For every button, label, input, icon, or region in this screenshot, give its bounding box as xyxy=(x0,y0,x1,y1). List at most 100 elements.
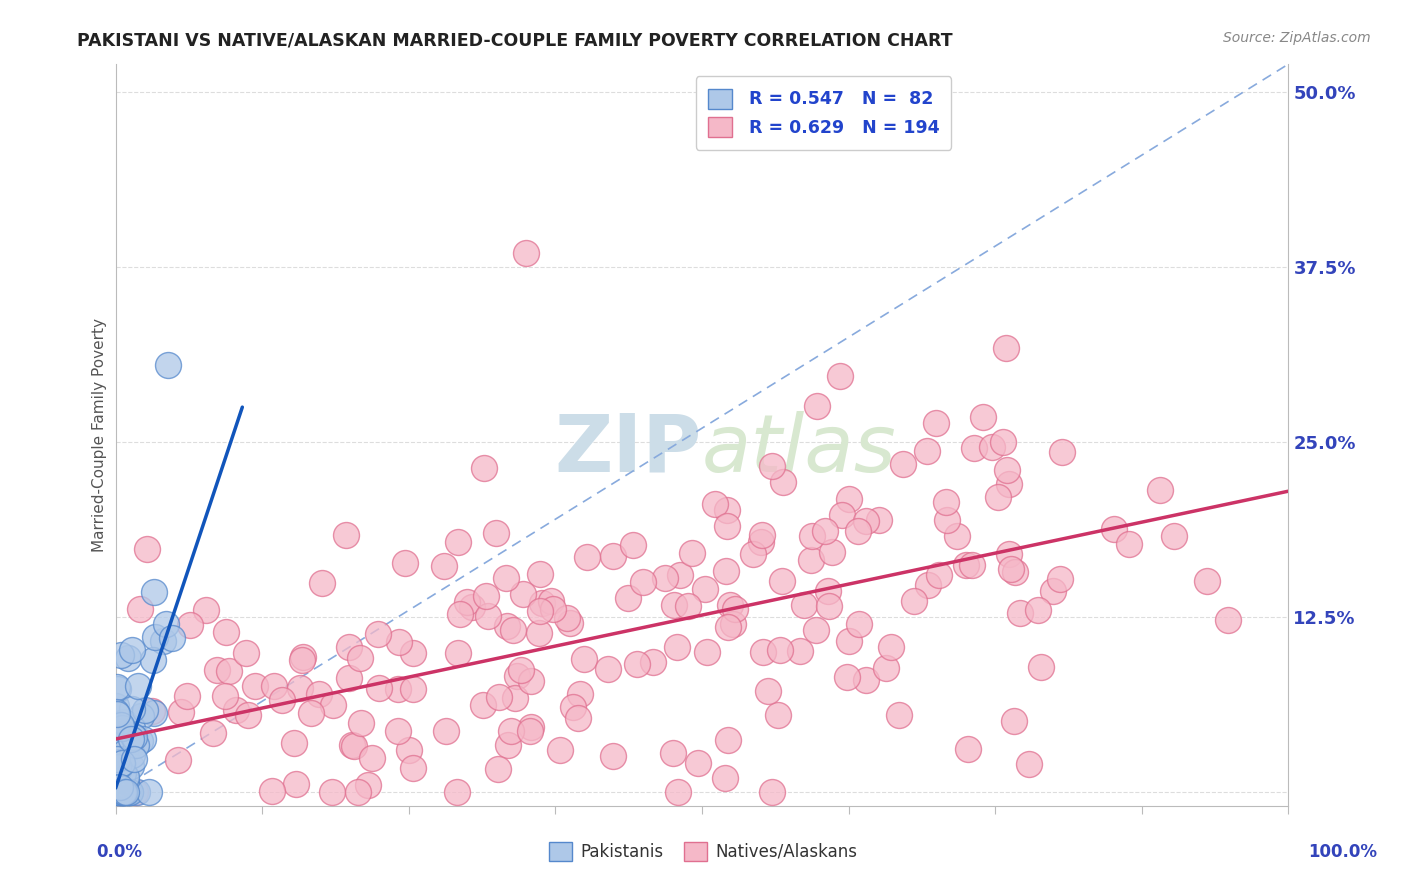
Point xyxy=(477,608,499,623)
Point xyxy=(550,742,572,756)
Point xyxy=(752,645,775,659)
Point xyxy=(510,663,533,677)
Point xyxy=(105,718,128,732)
Point xyxy=(724,602,747,616)
Point xyxy=(107,682,129,697)
Point xyxy=(107,680,129,694)
Text: Source: ZipAtlas.com: Source: ZipAtlas.com xyxy=(1223,31,1371,45)
Point xyxy=(108,755,131,769)
Point xyxy=(1008,606,1031,620)
Point xyxy=(367,626,389,640)
Point xyxy=(105,705,128,719)
Point xyxy=(322,698,344,712)
Point xyxy=(617,591,640,606)
Point xyxy=(855,673,877,687)
Point xyxy=(176,689,198,703)
Point xyxy=(108,785,131,799)
Point xyxy=(115,779,138,793)
Point xyxy=(838,491,860,506)
Point xyxy=(447,535,470,549)
Point xyxy=(717,732,740,747)
Point xyxy=(114,714,136,729)
Point xyxy=(271,693,294,707)
Point xyxy=(105,772,128,787)
Point xyxy=(501,723,523,738)
Point xyxy=(488,690,510,704)
Point xyxy=(830,369,852,384)
Point xyxy=(115,785,138,799)
Text: ZIP: ZIP xyxy=(555,411,702,489)
Point xyxy=(917,578,939,592)
Point xyxy=(793,598,815,612)
Point xyxy=(1029,659,1052,673)
Point xyxy=(770,574,793,588)
Point xyxy=(402,681,425,696)
Point xyxy=(502,624,524,638)
Point xyxy=(110,785,132,799)
Point xyxy=(561,700,583,714)
Point xyxy=(572,652,595,666)
Point xyxy=(1002,714,1025,728)
Point xyxy=(806,399,828,413)
Point xyxy=(215,625,238,640)
Point xyxy=(696,645,718,659)
Point xyxy=(125,738,148,752)
Point xyxy=(245,679,267,693)
Point xyxy=(602,748,624,763)
Point xyxy=(111,785,134,799)
Point xyxy=(631,575,654,590)
Point xyxy=(641,656,664,670)
Point xyxy=(260,784,283,798)
Point xyxy=(105,752,128,766)
Point xyxy=(980,440,1002,454)
Point xyxy=(447,646,470,660)
Point xyxy=(503,691,526,706)
Point xyxy=(768,643,790,657)
Point xyxy=(118,739,141,754)
Point xyxy=(195,603,218,617)
Point xyxy=(127,679,149,693)
Point xyxy=(540,594,562,608)
Point xyxy=(527,626,550,640)
Point xyxy=(152,633,174,648)
Point xyxy=(108,780,131,794)
Point xyxy=(112,785,135,799)
Point xyxy=(170,705,193,719)
Point xyxy=(225,702,247,716)
Point xyxy=(519,674,541,689)
Point xyxy=(122,731,145,745)
Point xyxy=(111,756,134,770)
Point xyxy=(955,558,977,572)
Point xyxy=(108,785,131,799)
Point xyxy=(117,785,139,799)
Point xyxy=(626,657,648,672)
Point xyxy=(111,721,134,735)
Point xyxy=(117,785,139,799)
Point xyxy=(846,524,869,538)
Point xyxy=(263,679,285,693)
Point xyxy=(283,735,305,749)
Point xyxy=(368,681,391,696)
Point xyxy=(350,716,373,731)
Point xyxy=(115,770,138,784)
Point xyxy=(111,766,134,780)
Point xyxy=(472,461,495,475)
Point xyxy=(512,587,534,601)
Point xyxy=(558,616,581,631)
Point xyxy=(104,698,127,713)
Point xyxy=(868,513,890,527)
Point xyxy=(654,571,676,585)
Point xyxy=(388,634,411,648)
Point xyxy=(121,643,143,657)
Point xyxy=(1197,574,1219,588)
Point xyxy=(1018,756,1040,771)
Point xyxy=(108,785,131,799)
Point xyxy=(122,731,145,745)
Point xyxy=(127,785,149,799)
Point xyxy=(693,582,716,596)
Point xyxy=(299,706,322,720)
Point xyxy=(110,785,132,799)
Point xyxy=(387,682,409,697)
Point xyxy=(236,707,259,722)
Point xyxy=(387,724,409,739)
